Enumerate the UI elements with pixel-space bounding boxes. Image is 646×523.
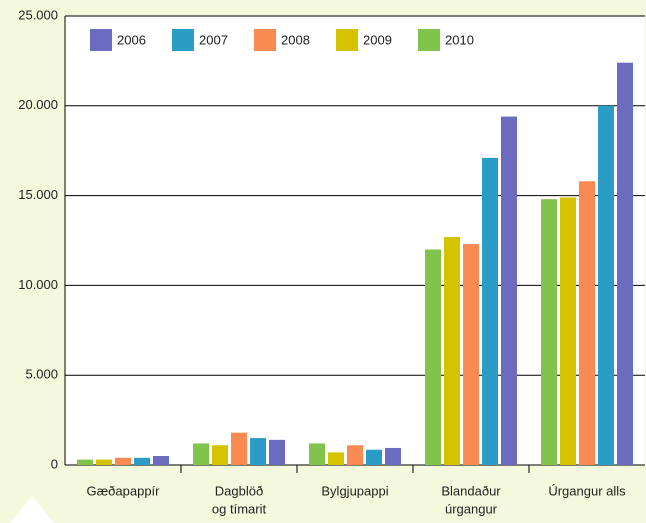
bar <box>617 62 633 466</box>
legend-swatch <box>172 29 194 51</box>
legend-swatch <box>418 29 440 51</box>
bar <box>482 157 498 465</box>
bar <box>425 249 441 465</box>
legend-swatch <box>336 29 358 51</box>
y-tick-label: 5.000 <box>25 367 58 382</box>
legend-label: 2006 <box>117 32 146 47</box>
bar <box>193 443 209 465</box>
bar <box>598 105 614 466</box>
bar <box>134 457 150 465</box>
bar <box>385 447 401 465</box>
decoration <box>10 496 54 523</box>
bar <box>579 181 595 465</box>
legend-label: 2008 <box>281 32 310 47</box>
bar <box>347 445 363 465</box>
legend-label: 2010 <box>445 32 474 47</box>
bar <box>96 459 112 465</box>
x-tick-label: Bylgjupappi <box>321 483 388 498</box>
y-tick-label: 15.000 <box>18 187 58 202</box>
legend-swatch <box>90 29 112 51</box>
bar <box>309 443 325 465</box>
y-tick-label: 0 <box>51 456 58 471</box>
bar <box>269 439 285 465</box>
bar <box>541 199 557 465</box>
bar <box>115 457 131 465</box>
bar <box>153 456 169 465</box>
plot-area <box>65 16 645 465</box>
x-tick-label: Úrgangur alls <box>548 483 626 498</box>
bar <box>366 449 382 465</box>
bar <box>328 452 344 465</box>
x-tick-label: og tímarit <box>212 501 267 516</box>
x-tick-label: Gæðapappír <box>87 483 161 498</box>
bar <box>444 236 460 465</box>
bar <box>463 244 479 465</box>
bar <box>212 445 228 465</box>
x-tick-label: úrgangur <box>445 501 498 516</box>
x-tick-label: Blandaður <box>441 483 501 498</box>
y-tick-label: 25.000 <box>18 7 58 22</box>
y-tick-label: 10.000 <box>18 277 58 292</box>
legend-label: 2009 <box>363 32 392 47</box>
bar <box>501 116 517 466</box>
y-tick-label: 20.000 <box>18 97 58 112</box>
bar <box>77 459 93 465</box>
legend-label: 2007 <box>199 32 228 47</box>
bar <box>250 438 266 465</box>
x-tick-label: Dagblöð <box>215 483 263 498</box>
bar <box>560 197 576 465</box>
bar <box>231 432 247 465</box>
legend-swatch <box>254 29 276 51</box>
